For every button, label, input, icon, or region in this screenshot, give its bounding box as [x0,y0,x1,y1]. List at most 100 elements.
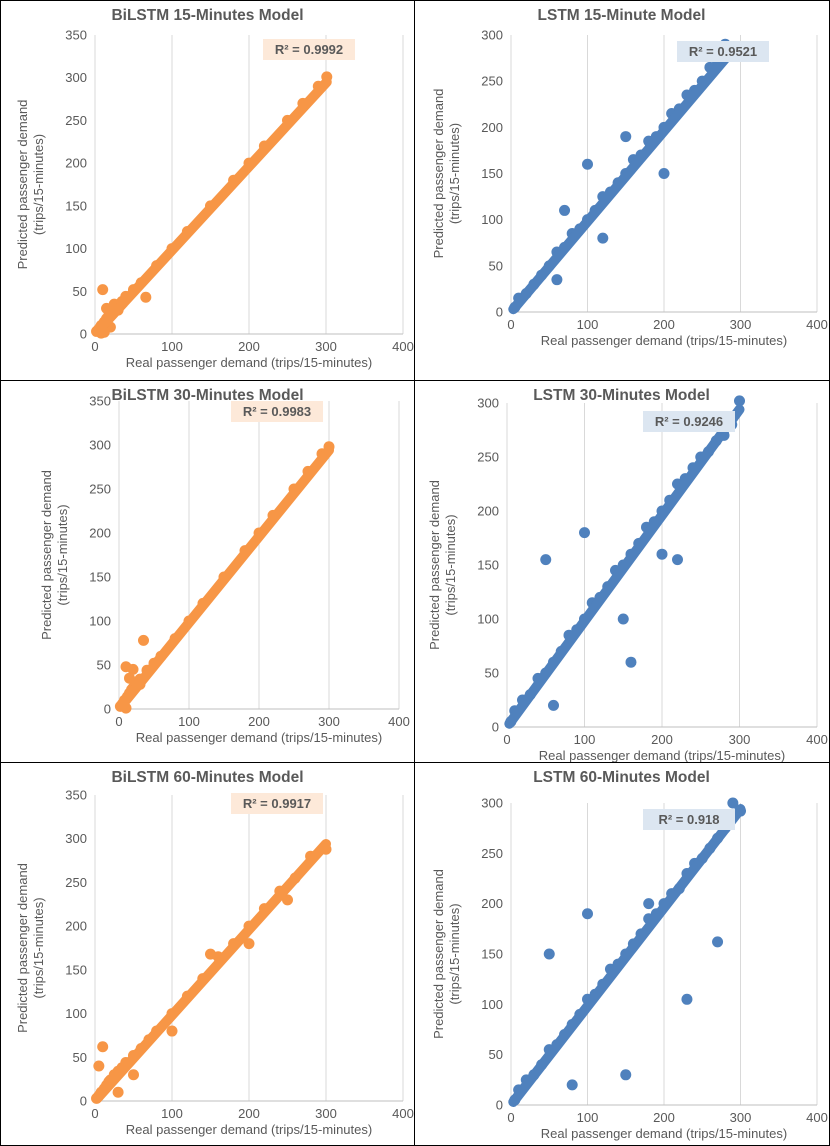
y-tick-label: 50 [489,258,503,273]
data-point [138,635,149,646]
y-tick-label: 300 [481,796,503,811]
y-axis-label: (trips/15-minutes) [447,903,462,1004]
data-point [544,949,555,960]
y-tick-label: 200 [477,504,499,519]
x-axis-label: Real passenger demand (trips/15-minutes) [541,333,787,348]
y-tick-label: 150 [477,558,499,573]
x-tick-label: 300 [318,714,340,729]
chart-svg: BiLSTM 15-Minutes Model 0 100 200 300 400 0 50 1… [1,1,414,380]
y-tick-label: 100 [65,1006,87,1021]
chart-svg: BiLSTM 30-Minutes Model 0 100 200 300 400 0 50 1… [1,381,414,762]
data-point [620,1069,631,1080]
y-tick-label: 100 [65,241,87,256]
y-tick-label: 0 [496,305,503,320]
x-axis-label: Real passenger demand (trips/15-minutes) [126,1122,372,1137]
y-tick-label: 0 [80,327,87,342]
y-tick-label: 350 [89,394,111,409]
chart-panel-6: LSTM 60-Minutes Model 0 100 200 300 400 0 50 100… [414,762,830,1146]
data-point [626,657,637,668]
x-tick-label: 400 [392,339,414,354]
x-tick-label: 300 [315,1106,337,1121]
x-tick-label: 0 [503,732,510,747]
x-tick-label: 200 [653,317,675,332]
chart-title: LSTM 15-Minute Model [538,7,706,24]
data-point [579,527,590,538]
y-tick-label: 50 [485,666,499,681]
r2-label: R² = 0.9521 [689,44,757,59]
x-tick-label: 0 [115,714,122,729]
chart-panel-3: BiLSTM 30-Minutes Model 0 100 200 300 400 0 50 1… [0,380,416,764]
data-point [128,1069,139,1080]
x-tick-label: 300 [729,732,751,747]
x-tick-label: 100 [161,339,183,354]
chart-panel-1: BiLSTM 15-Minutes Model 0 100 200 300 400 0 50 1… [0,0,416,382]
data-point [167,1026,178,1037]
y-tick-label: 100 [481,997,503,1012]
r2-label: R² = 0.918 [658,812,719,827]
x-tick-label: 200 [248,714,270,729]
x-tick-label: 300 [730,1110,752,1125]
x-tick-label: 400 [806,317,828,332]
y-axis-label: Predicted passenger demand [15,863,30,1033]
x-tick-label: 100 [577,317,599,332]
data-point [97,284,108,295]
chart-title: LSTM 30-Minutes Model [533,387,710,404]
chart-svg: LSTM 30-Minutes Model 0 100 200 300 400 0 50 100… [415,381,828,762]
chart-panel-5: BiLSTM 60-Minutes Model 0 100 200 300 400 0 50 1… [0,762,416,1146]
y-tick-label: 0 [492,720,499,735]
y-tick-label: 100 [481,212,503,227]
y-axis-label: (trips/15-minutes) [55,504,70,605]
x-axis-label: Real passenger demand (trips/15-minutes) [539,748,785,762]
y-tick-label: 250 [65,113,87,128]
chart-title: BiLSTM 60-Minutes Model [111,769,303,786]
data-point [540,554,551,565]
point-cluster [121,450,329,706]
x-axis-label: Real passenger demand (trips/15-minutes) [136,730,382,745]
x-tick-label: 400 [806,1110,828,1125]
y-tick-label: 0 [104,702,111,717]
scatter-series [91,844,331,1104]
y-tick-label: 0 [80,1094,87,1109]
data-point [551,274,562,285]
y-tick-label: 150 [481,166,503,181]
scatter-series [509,798,746,1106]
chart-title: LSTM 60-Minutes Model [533,769,710,786]
scatter-series [115,441,335,713]
x-tick-label: 100 [574,732,596,747]
data-point [643,898,654,909]
data-point [659,168,670,179]
x-tick-label: 300 [315,339,337,354]
y-tick-label: 350 [65,788,87,803]
scatter-series [505,395,745,727]
chart-panel-2: LSTM 15-Minute Model 0 100 200 300 400 0 50 100 1… [414,0,830,382]
chart-panel-4: LSTM 30-Minutes Model 0 100 200 300 400 0 50 100… [414,380,830,764]
x-tick-label: 0 [507,1110,514,1125]
y-axis-label: Predicted passenger demand [15,100,30,270]
y-tick-label: 100 [89,614,111,629]
y-tick-label: 200 [65,156,87,171]
y-tick-label: 200 [89,526,111,541]
r2-label: R² = 0.9917 [243,796,311,811]
data-point [672,554,683,565]
y-tick-label: 250 [89,482,111,497]
y-tick-label: 150 [65,198,87,213]
chart-title: BiLSTM 15-Minutes Model [111,7,303,24]
x-tick-label: 0 [91,1106,98,1121]
y-tick-label: 200 [65,919,87,934]
y-tick-label: 0 [496,1098,503,1113]
x-tick-label: 100 [178,714,200,729]
y-axis-label: Predicted passenger demand [431,89,446,259]
scatter-series [91,71,332,338]
data-point [205,949,216,960]
y-tick-label: 100 [477,612,499,627]
r2-label: R² = 0.9983 [243,404,311,419]
point-cluster [509,409,739,723]
x-tick-label: 400 [388,714,410,729]
data-point [681,994,692,1005]
y-axis-label: (trips/15-minutes) [443,514,458,615]
x-tick-label: 200 [651,732,673,747]
point-cluster [97,844,326,1098]
y-tick-label: 300 [477,396,499,411]
y-tick-label: 350 [65,28,87,43]
